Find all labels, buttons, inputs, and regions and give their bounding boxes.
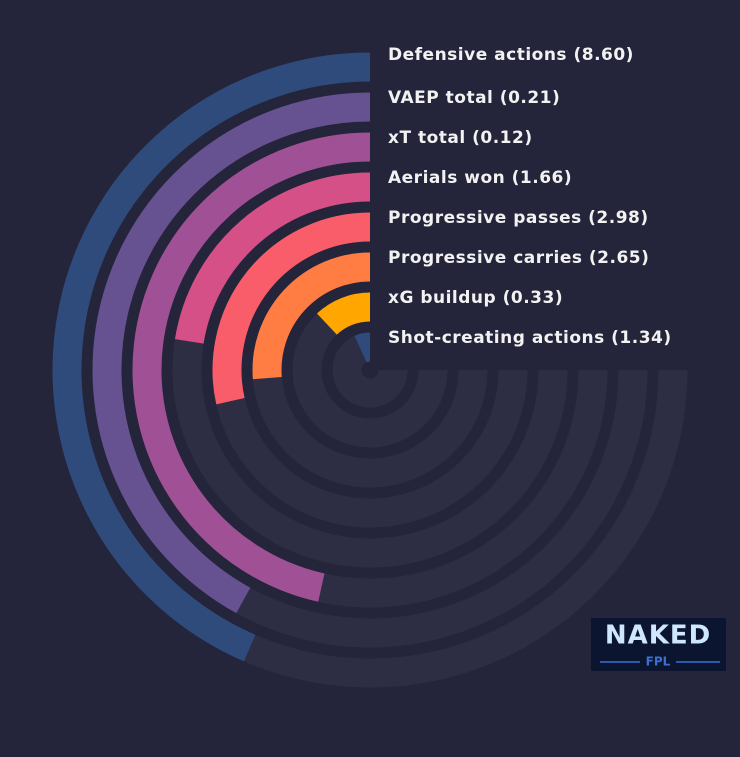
labels: Defensive actions (8.60) VAEP total (0.21… [388,45,672,348]
category-label: xG buildup (0.33) [388,288,563,308]
category-label: Progressive passes (2.98) [388,208,649,228]
category-label: Progressive carries (2.65) [388,248,649,268]
category-label: xT total (0.12) [388,128,533,148]
logo-title: NAKED [605,621,711,651]
bar [132,132,371,602]
logo-subtitle: FPL [646,655,671,669]
bar [212,212,371,405]
bar [252,252,371,380]
category-label: VAEP total (0.21) [388,88,560,108]
bar [52,52,371,662]
bar [316,292,371,336]
bar [92,92,371,614]
category-label: Shot-creating actions (1.34) [388,328,672,348]
logo: NAKED FPL [591,618,726,671]
bar [174,172,371,344]
category-label: Aerials won (1.66) [388,168,572,188]
ring-track [332,332,408,408]
rings [52,52,688,688]
category-label: Defensive actions (8.60) [388,45,634,65]
bar [354,332,371,363]
